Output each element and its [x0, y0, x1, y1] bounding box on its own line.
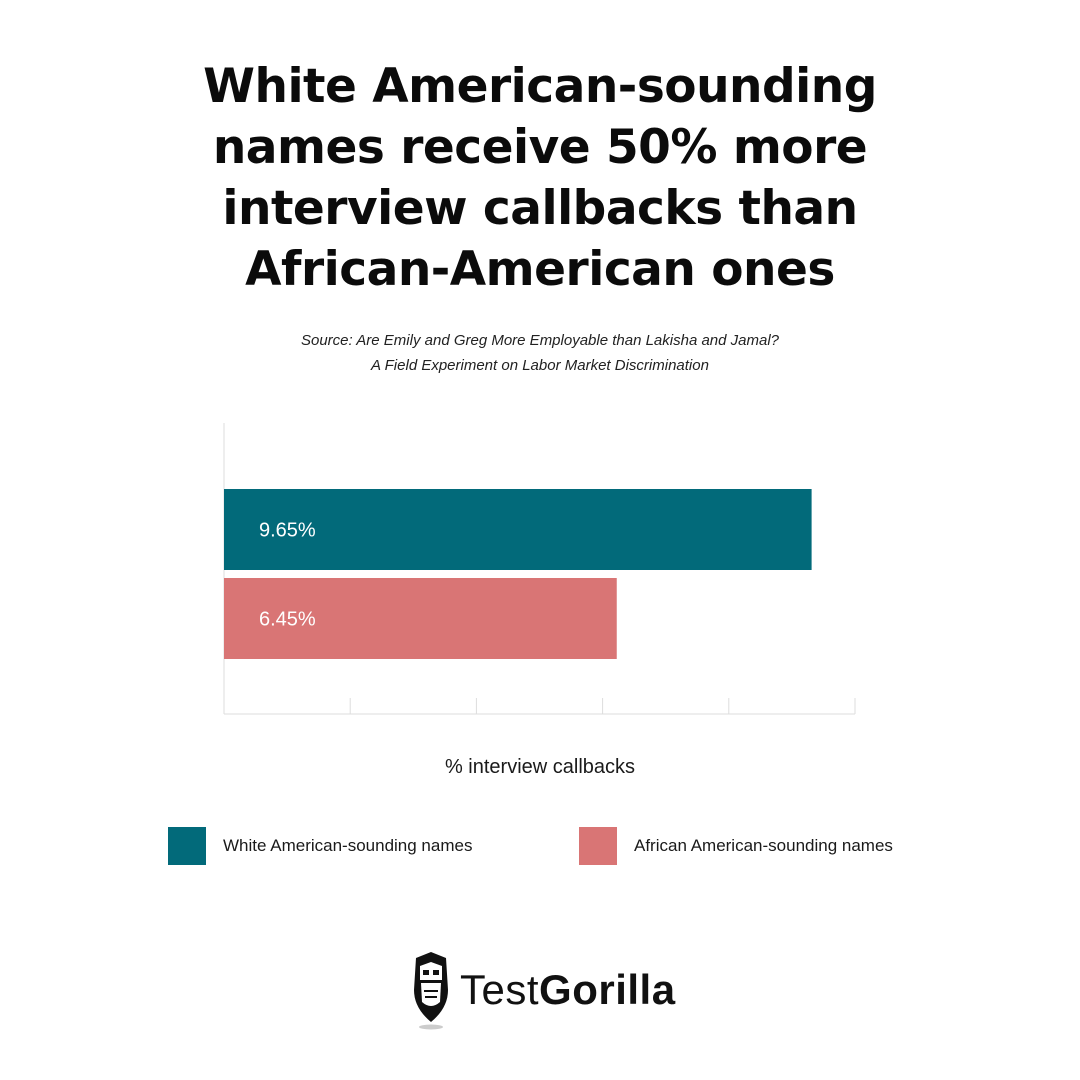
- title-line: White American-sounding: [203, 59, 877, 114]
- title-line: African-American ones: [245, 242, 835, 297]
- testgorilla-logo: TestGorilla: [410, 950, 676, 1030]
- source-line: Source: Are Emily and Greg More Employab…: [300, 332, 780, 349]
- bar-value-label: 9.65%: [259, 520, 316, 542]
- source-line: A Field Experiment on Labor Market Discr…: [371, 357, 709, 374]
- legend-swatch-african-american: [579, 827, 617, 865]
- x-axis-label: % interview callbacks: [444, 756, 636, 778]
- legend-label-white: White American-sounding names: [223, 836, 473, 855]
- legend-label-african-american: African American-sounding names: [634, 836, 893, 855]
- chart-title: White American-sounding names receive 50…: [90, 56, 990, 300]
- source-citation: Source: Are Emily and Greg More Employab…: [140, 328, 940, 378]
- bar: [224, 489, 812, 570]
- logo-text: TestGorilla: [460, 969, 676, 1011]
- title-line: names receive 50% more: [212, 120, 868, 175]
- gorilla-icon: [414, 952, 448, 1030]
- legend-item-african-american: African American-sounding names: [579, 827, 893, 865]
- bar-value-label: 6.45%: [259, 609, 316, 631]
- logo-text-bold: Gorilla: [539, 966, 676, 1013]
- title-line: interview callbacks than: [222, 181, 858, 236]
- bar: [224, 578, 617, 659]
- legend-item-white: White American-sounding names: [168, 827, 472, 865]
- legend-swatch-white: [168, 827, 206, 865]
- logo-text-regular: Test: [460, 966, 540, 1013]
